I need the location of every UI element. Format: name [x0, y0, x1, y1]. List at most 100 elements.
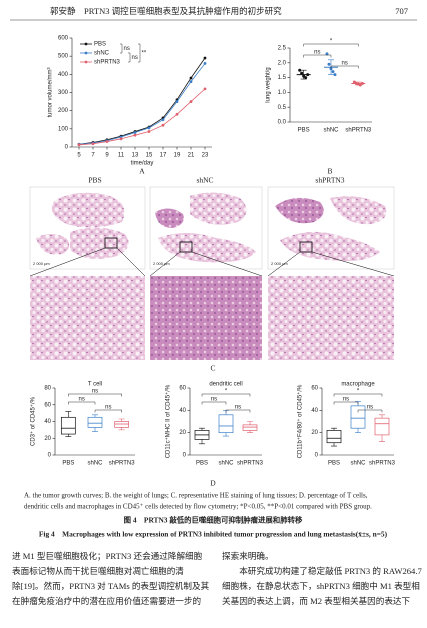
y-tick-label: 40 [311, 408, 318, 414]
body-text: 进 M1 型巨噬细胞极化；PRTN3 还会通过降解细胞 表面标记物从而干扰巨噬细… [12, 550, 422, 606]
whisker [199, 427, 205, 445]
y-axis-label: CD11c⁺MHC II of CD45⁺/% [165, 384, 172, 458]
point [147, 126, 151, 130]
point [161, 118, 165, 122]
x-tick-label: 23 [202, 153, 209, 159]
data-point [331, 70, 335, 74]
sig-label: ns [92, 389, 98, 395]
body-line: 表面标记物从而干扰巨噬细胞对凋亡细胞的清 [12, 565, 184, 576]
data-point [325, 52, 329, 56]
sig-bracket [333, 401, 359, 405]
sig-label: * [330, 39, 333, 45]
caption-en: Fig 4 Macrophages with low expression of… [39, 530, 388, 539]
y-tick-label: 500 [58, 54, 69, 60]
x-tick-label: PBS [62, 461, 74, 467]
sig-bracket [333, 393, 383, 397]
scale-bar: 2 000 μm [153, 261, 170, 266]
x-tick-label: 7 [91, 153, 95, 159]
point [91, 142, 95, 146]
data-point [333, 73, 337, 77]
x-tick-label: 9 [105, 153, 109, 159]
body-line: 细胞株，在静息状态下，shPRTN3 细胞中 M1 表型相 [222, 580, 420, 591]
box [60, 416, 76, 435]
point [77, 143, 81, 147]
box [218, 414, 234, 434]
histology-title: PBS [88, 176, 101, 185]
sig-label: ns [211, 397, 217, 403]
histology-title: shNC [196, 176, 213, 185]
sig-bracket [128, 52, 131, 63]
chart-title: T cell [88, 382, 102, 388]
panel-label: C [210, 364, 215, 373]
legend-marker [84, 60, 88, 64]
y-tick-label: 200 [58, 108, 69, 114]
legend-marker [84, 51, 88, 55]
x-tick-label: shNC [323, 128, 339, 134]
sig-bracket [357, 409, 383, 413]
sig-bracket [201, 401, 227, 405]
point [147, 130, 151, 133]
sig-label: ns [314, 50, 320, 56]
sig-bracket [68, 401, 96, 405]
sig-bracket [94, 409, 122, 413]
sig-bracket [138, 43, 141, 63]
histology-title: shPRTN3 [315, 176, 344, 185]
sig-label: ns [132, 55, 138, 61]
sig-bracket [225, 409, 251, 413]
y-axis-label: lung weight/g [266, 67, 272, 102]
y-tick-label: 2.0 [278, 60, 287, 66]
y-tick-label: 0 [48, 453, 52, 459]
y-tick-label: 0 [65, 145, 69, 151]
x-tick-label: 19 [174, 153, 181, 159]
sig-label: * [357, 389, 360, 395]
box [87, 416, 103, 428]
y-tick-label: 1.5 [278, 75, 287, 81]
data-point [360, 82, 364, 86]
sig-label: * [225, 389, 228, 395]
body-line: 在肿瘤免疫治疗中的潜在应用价值还需要进一步的 [12, 595, 201, 606]
body-line: 本研究成功构建了稳定敲低 PRTN3 的 RAW264.7 [222, 565, 422, 576]
figure-note: dendritic cells and macrophages in CD45⁺… [24, 503, 372, 511]
x-tick-label: 13 [132, 153, 139, 159]
x-tick-label: PBS [298, 128, 310, 134]
point [189, 80, 193, 83]
point [133, 133, 137, 137]
panel-label: B [327, 167, 332, 176]
sig-label: ** [142, 51, 147, 57]
x-tick-label: 17 [160, 153, 167, 159]
x-tick-label: 15 [146, 153, 153, 159]
y-tick-label: 100 [58, 126, 69, 132]
point [203, 56, 207, 60]
sig-label: ns [367, 405, 373, 411]
series-line [78, 63, 206, 145]
scale-bar: 2 000 μm [33, 261, 50, 266]
y-tick-label: 20 [44, 436, 51, 442]
whisker [379, 414, 385, 442]
whisker [331, 427, 337, 447]
point [105, 140, 109, 143]
whisker [223, 410, 229, 437]
y-tick-label: 40 [44, 419, 51, 425]
sig-label: ns [124, 46, 130, 52]
box [374, 417, 390, 436]
body-line: 关基因的表达上调，而 M2 表型相关基因的表达下 [222, 595, 411, 606]
box [350, 405, 366, 429]
box [114, 421, 130, 428]
legend-marker [84, 42, 88, 46]
y-axis-label: CD3⁺ of CD45⁺/% [30, 396, 37, 446]
point [133, 131, 137, 134]
x-tick-label: PBS [328, 461, 340, 467]
page-number: 707 [395, 6, 408, 16]
data-point [300, 71, 304, 75]
y-axis-label: tumor volume/mm³ [48, 67, 54, 117]
x-tick-label: shNC [87, 461, 103, 467]
y-tick-label: 40 [179, 408, 186, 414]
sig-bracket [303, 54, 332, 58]
sig-bracket [303, 43, 359, 47]
x-tick-label: shNC [218, 461, 234, 467]
data-point [329, 67, 333, 71]
data-point [306, 73, 310, 77]
box [242, 424, 258, 431]
data-point [327, 62, 331, 66]
